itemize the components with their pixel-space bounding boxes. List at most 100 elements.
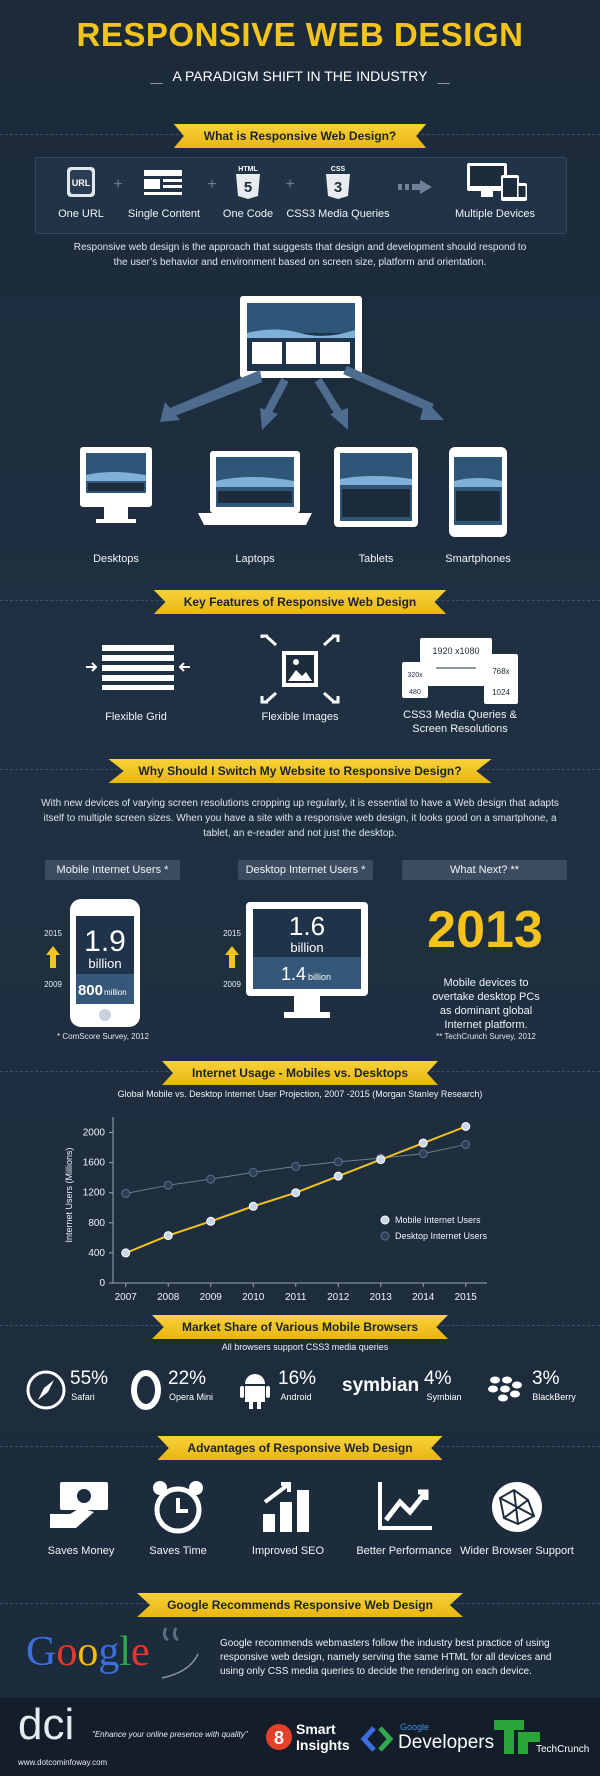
images-icon-part — [288, 670, 312, 681]
smart-insights-icon-part — [266, 1724, 292, 1750]
monitor-value: 1.4 — [281, 964, 306, 984]
browser-name: Safari — [71, 1392, 95, 1402]
techcrunch-icon — [494, 1720, 540, 1754]
year-label: 2009 — [44, 980, 62, 989]
performance-icon — [378, 1482, 432, 1530]
device-label: Smartphones — [445, 553, 511, 565]
section-banner: Advantages of Responsive Web Design — [157, 1436, 443, 1460]
content-icon-part — [144, 170, 182, 176]
partner-text: TechCrunch — [536, 1744, 590, 1755]
dci-logo: dci — [18, 1700, 75, 1749]
step-label: CSS3 Media Queries — [286, 208, 390, 220]
device-icons-part — [96, 519, 136, 523]
y-tick-label: 1600 — [83, 1158, 106, 1169]
x-tick-label: 2014 — [412, 1292, 435, 1303]
device-diagram-part — [260, 408, 278, 430]
device-diagram-part — [420, 400, 444, 420]
data-point — [248, 1201, 258, 1211]
data-point — [291, 1188, 301, 1198]
column-header: Mobile Internet Users * — [45, 860, 180, 880]
css3-icon: CSS 3 — [326, 166, 350, 199]
device-icons-part — [104, 507, 128, 519]
seo-icon-part — [280, 1502, 292, 1532]
techcrunch-icon-part-part — [504, 1730, 514, 1754]
column-header: Desktop Internet Users * — [238, 860, 373, 880]
monitor-icon-part — [294, 996, 320, 1012]
description: Responsive web design is the approach th… — [73, 242, 527, 268]
blackberry-icon — [488, 1376, 522, 1402]
y-axis-label: Internet Users (Millions) — [64, 1147, 74, 1242]
data-point — [121, 1248, 131, 1258]
feature-label: Flexible Images — [261, 711, 339, 723]
blackberry-icon-part-part — [498, 1394, 508, 1402]
browser-share: 3% — [532, 1368, 560, 1389]
monitor-icon-part — [284, 1012, 330, 1018]
devices-icon-part — [481, 191, 493, 197]
footnote: ** TechCrunch Survey, 2012 — [436, 1032, 536, 1041]
device-icons-part — [456, 491, 500, 521]
blackberry-icon-part-part — [510, 1390, 520, 1398]
html5-number: 5 — [244, 179, 252, 196]
techcrunch-icon-part-part — [518, 1742, 528, 1754]
url-icon: URL — [67, 167, 95, 197]
data-point — [291, 1161, 301, 1171]
performance-icon-part — [384, 1489, 429, 1522]
arrow-icon-part — [405, 184, 409, 190]
browser-support-icon-part — [498, 1488, 536, 1526]
subtitle: A PARADIGM SHIFT IN THE INDUSTRY — [162, 68, 438, 84]
clock-icon — [153, 1481, 203, 1534]
feature-label: Screen Resolutions — [412, 723, 508, 735]
tagline: "Enhance your online presence with quali… — [92, 1730, 248, 1739]
device-icons-part — [86, 472, 146, 481]
x-tick-label: 2011 — [285, 1292, 307, 1303]
title: RESPONSIVE WEB DESIGN — [76, 16, 524, 53]
column-header: What Next? ** — [402, 860, 567, 880]
phone-value: 1.9 — [84, 925, 126, 958]
android-icon-part — [245, 1374, 265, 1384]
section-banner: What is Responsive Web Design? — [173, 124, 427, 148]
device-label: Desktops — [93, 553, 139, 565]
clock-icon-part — [189, 1481, 203, 1495]
google-dev-icon — [360, 1726, 394, 1752]
seo-icon — [263, 1482, 309, 1532]
devices-icon-part — [518, 186, 526, 197]
device-diagram-part — [247, 329, 355, 338]
android-icon-part — [266, 1386, 270, 1398]
x-tick-label: 2015 — [455, 1292, 478, 1303]
partner-text: Developers — [398, 1732, 495, 1753]
data-point — [163, 1231, 173, 1241]
device-icons-part — [340, 476, 412, 485]
content-icon-part — [163, 179, 182, 182]
device-diagram-part — [343, 365, 434, 413]
resolution-label: 480 — [409, 689, 421, 696]
advantage-label: Better Performance — [356, 1545, 452, 1557]
section-banner: Google Recommends Responsive Web Design — [137, 1593, 463, 1617]
browser-name: Android — [280, 1392, 312, 1402]
arrow-icon — [398, 180, 432, 194]
y-tick-label: 1200 — [83, 1188, 106, 1199]
phone-icon-part — [76, 974, 134, 1004]
browser-name: Opera Mini — [168, 1392, 214, 1402]
footnote: * ComScore Survey, 2012 — [57, 1032, 149, 1041]
opera-icon — [131, 1370, 161, 1410]
x-tick-label: 2010 — [242, 1292, 265, 1303]
html5-icon: HTML 5 — [236, 166, 260, 199]
grid-icon-part — [102, 655, 174, 661]
browser-share: 4% — [424, 1368, 452, 1389]
android-icon-part — [249, 1402, 253, 1409]
resolutions-icon-part — [402, 662, 428, 698]
feature-label: Flexible Grid — [105, 711, 167, 723]
data-point — [418, 1149, 428, 1159]
content-icon-part — [163, 185, 182, 188]
symbian-logo: symbian — [342, 1375, 420, 1396]
seo-icon-part — [263, 1514, 275, 1532]
advantage-label: Saves Money — [47, 1545, 115, 1557]
step-label: One Code — [222, 208, 274, 220]
partner-text: Insights — [296, 1737, 350, 1753]
x-tick-label: 2009 — [200, 1292, 223, 1303]
device-diagram-part — [330, 408, 348, 430]
x-tick-label: 2008 — [157, 1292, 180, 1303]
device-diagram-part — [264, 378, 289, 414]
techcrunch-icon-part — [494, 1720, 540, 1754]
browser-support-icon — [492, 1482, 542, 1532]
